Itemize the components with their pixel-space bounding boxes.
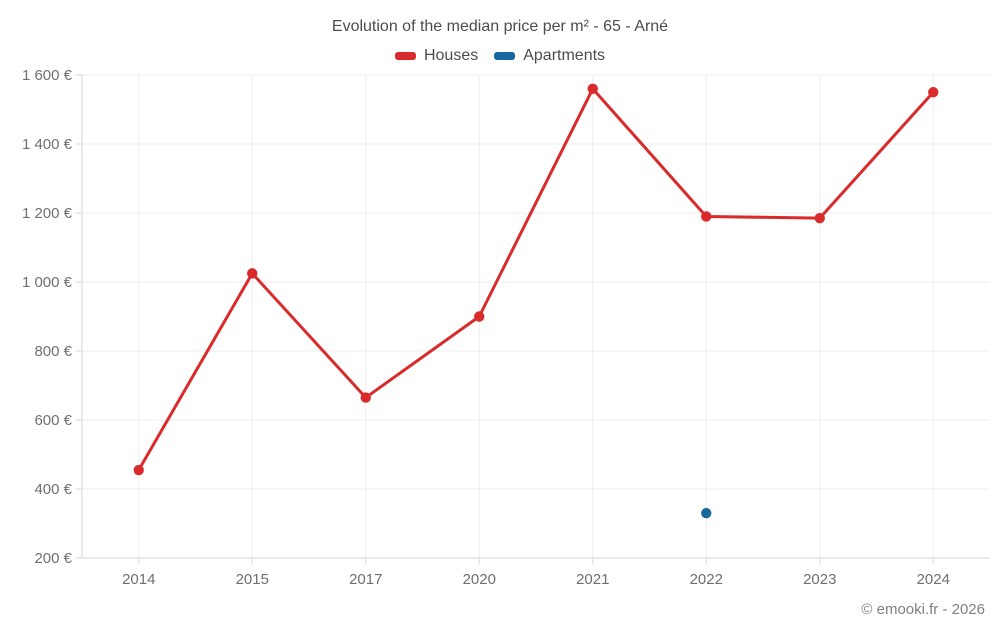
y-tick-label-600: 600 €	[34, 412, 72, 429]
x-tick-label-2023: 2023	[803, 571, 836, 588]
y-tick-label-800: 800 €	[34, 343, 72, 360]
x-tick-label-2021: 2021	[576, 571, 609, 588]
houses-point-2015[interactable]	[247, 268, 258, 279]
y-tick-label-1000: 1 000 €	[22, 274, 73, 291]
houses-point-2022[interactable]	[701, 211, 712, 222]
y-tick-label-1200: 1 200 €	[22, 205, 73, 222]
x-tick-label-2014: 2014	[122, 571, 155, 588]
x-tick-label-2015: 2015	[236, 571, 269, 588]
y-tick-label-200: 200 €	[34, 550, 72, 567]
legend-item-houses[interactable]: Houses	[394, 47, 479, 65]
copyright-credit: © emooki.fr - 2026	[861, 601, 985, 618]
houses-point-2017[interactable]	[360, 392, 371, 403]
chart-title: Evolution of the median price per m² - 6…	[331, 18, 669, 35]
apartments-point-2022[interactable]	[701, 507, 712, 519]
y-tick-label-400: 400 €	[34, 481, 72, 498]
legend-item-apartments[interactable]: Apartments	[494, 47, 605, 65]
houses-point-2024[interactable]	[928, 87, 939, 98]
x-tick-label-2020: 2020	[463, 571, 496, 588]
apartments-legend-label: Apartments	[523, 47, 606, 64]
houses-legend-label: Houses	[423, 47, 479, 64]
houses-point-2020[interactable]	[474, 311, 485, 322]
legend: Houses Apartments	[0, 47, 1000, 65]
houses-line	[137, 87, 935, 472]
x-tick-label-2022: 2022	[690, 571, 723, 588]
y-tick-label-1600: 1 600 €	[22, 67, 73, 84]
houses-point-2023[interactable]	[814, 212, 825, 224]
apartments-legend-swatch-icon	[494, 52, 516, 60]
x-tick-label-2024: 2024	[917, 571, 950, 588]
houses-point-2014[interactable]	[133, 464, 144, 476]
y-tick-label-1400: 1 400 €	[22, 136, 73, 153]
houses-point-2021[interactable]	[587, 83, 598, 95]
x-tick-label-2017: 2017	[349, 571, 382, 588]
houses-legend-swatch-icon	[394, 52, 416, 60]
